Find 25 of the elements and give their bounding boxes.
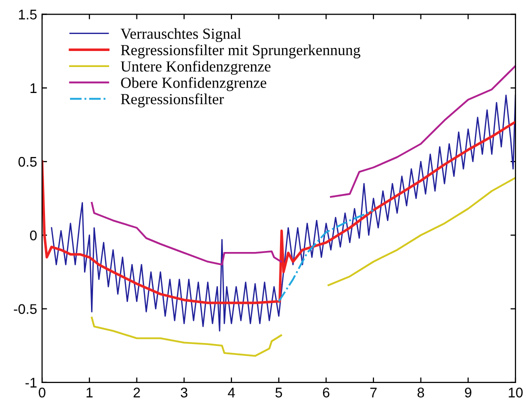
x-tick-label: 3: [180, 388, 188, 398]
y-tick-label: 1: [30, 83, 37, 93]
x-tick-label: 6: [322, 388, 330, 398]
x-tick-label: 0: [38, 388, 46, 398]
x-tick-label: 1: [86, 388, 93, 398]
x-tick-label: 8: [418, 388, 424, 398]
legend-label: Regressionsfilter mit Sprungerkennung: [120, 44, 360, 58]
legend-label: Regressionsfilter: [120, 93, 224, 108]
y-tick-label: -0.5: [14, 304, 37, 314]
y-tick-label: 0.5: [18, 156, 37, 167]
legend-label: Verrauschtes Signal: [120, 28, 242, 42]
x-tick-label: 7: [370, 388, 377, 398]
x-tick-label: 9: [464, 388, 472, 398]
y-tick-label: 1.5: [18, 10, 37, 20]
legend-label: Obere Konfidenzgrenze: [121, 77, 266, 92]
x-tick-label: 5: [275, 388, 282, 398]
x-tick-label: 4: [228, 388, 235, 398]
line-series: [42, 120, 516, 304]
line-series: [278, 209, 374, 302]
line-series: [50, 94, 516, 332]
legend-label: Untere Konfidenzgrenze: [120, 60, 270, 75]
y-tick-label: 0: [30, 230, 37, 240]
x-tick-label: 2: [134, 388, 140, 398]
x-tick-label: 10: [508, 388, 523, 398]
y-tick-label: -1: [25, 378, 37, 388]
